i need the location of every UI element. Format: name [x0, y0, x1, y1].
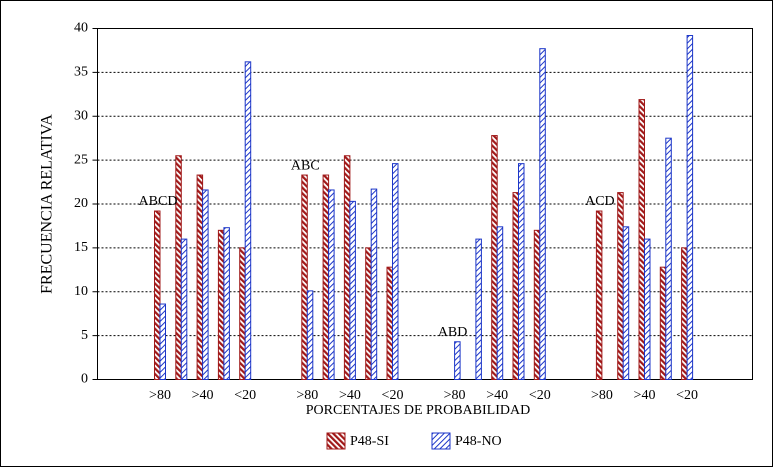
y-tick-label: 0 — [81, 372, 88, 387]
bar — [370, 188, 378, 380]
bar — [343, 155, 351, 380]
y-tick-label: 40 — [74, 21, 88, 36]
y-tick-label: 35 — [74, 65, 88, 80]
group-label: ACD — [585, 194, 615, 209]
x-axis-title: PORCENTAJES DE PROBABILIDAD — [306, 403, 530, 418]
legend-label: P48-NO — [455, 434, 502, 449]
x-tick-label: >80 — [444, 388, 466, 403]
bar — [154, 210, 161, 380]
bar — [322, 174, 330, 380]
x-tick-label: >40 — [339, 388, 361, 403]
x-tick-label: >80 — [591, 388, 613, 403]
bar — [244, 61, 252, 380]
x-tick-label: >40 — [634, 388, 656, 403]
bar — [681, 247, 688, 380]
bar — [622, 226, 630, 380]
y-tick-label: 30 — [74, 108, 88, 123]
y-tick-label: 10 — [74, 284, 88, 299]
x-tick-label: <20 — [382, 388, 404, 403]
x-tick-label: >80 — [296, 388, 318, 403]
bar — [539, 48, 546, 381]
bar — [638, 99, 645, 380]
bar — [223, 227, 230, 380]
bar — [159, 303, 166, 380]
bar — [301, 174, 308, 380]
group-label: ABCD — [139, 194, 178, 209]
bar — [392, 163, 399, 380]
y-tick-label: 15 — [74, 240, 88, 255]
x-tick-label: <20 — [234, 388, 256, 403]
bar — [349, 200, 356, 380]
bar — [491, 135, 498, 380]
y-tick-label: 5 — [81, 328, 88, 343]
bar — [644, 238, 651, 380]
x-tick-label: <20 — [676, 388, 698, 403]
bar — [175, 155, 182, 380]
x-tick-label: <20 — [529, 388, 551, 403]
bar — [533, 229, 541, 380]
y-tick-label: 25 — [74, 152, 88, 167]
legend-swatch — [326, 432, 346, 450]
bar — [617, 192, 624, 380]
bar — [196, 174, 204, 380]
legend-swatch — [431, 432, 451, 450]
bar — [328, 189, 335, 380]
bar — [496, 226, 504, 380]
bar — [512, 192, 519, 380]
group-label: ABD — [438, 325, 468, 340]
bar — [454, 341, 461, 380]
bar — [659, 266, 667, 380]
bar — [365, 247, 372, 380]
bar — [686, 35, 694, 381]
bar — [475, 238, 482, 380]
bar — [217, 229, 225, 380]
group-label: ABC — [291, 158, 320, 173]
bar — [306, 290, 314, 380]
legend-label: P48-SI — [350, 434, 389, 449]
y-tick-label: 20 — [74, 196, 88, 211]
y-axis-title: FRECUENCIA RELATIVA — [39, 114, 56, 294]
bar — [595, 210, 603, 380]
bar — [518, 163, 525, 380]
bar — [239, 247, 246, 380]
bar — [202, 189, 209, 380]
x-tick-label: >40 — [192, 388, 214, 403]
x-tick-label: >40 — [486, 388, 508, 403]
x-tick-label: >80 — [149, 388, 171, 403]
bar — [665, 137, 672, 380]
bar — [386, 266, 393, 380]
bar — [180, 238, 188, 380]
